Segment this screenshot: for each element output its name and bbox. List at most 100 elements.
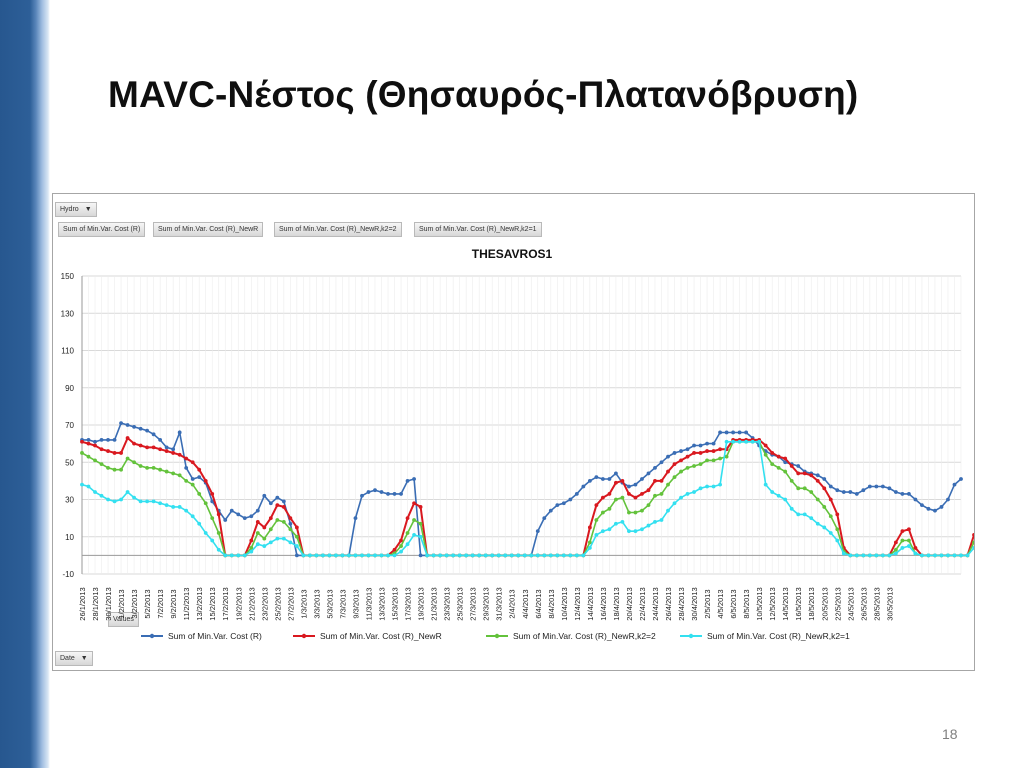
data-point: [151, 432, 156, 437]
data-point: [294, 534, 299, 539]
data-point: [907, 527, 911, 532]
data-point: [965, 553, 970, 558]
data-point: [353, 553, 358, 558]
data-point: [412, 477, 416, 481]
data-point: [698, 486, 703, 491]
data-point: [776, 465, 781, 470]
data-point: [268, 540, 273, 545]
x-tick-label: 4/4/2013: [521, 589, 530, 618]
data-point: [692, 464, 696, 468]
data-point: [138, 443, 143, 448]
data-point: [138, 426, 143, 431]
data-point: [483, 553, 488, 558]
data-point: [106, 497, 110, 502]
data-point: [99, 462, 104, 467]
data-point: [705, 441, 709, 446]
gridlines: [81, 275, 962, 575]
data-point: [828, 484, 833, 489]
data-point: [112, 467, 117, 472]
data-point: [262, 536, 267, 541]
x-tick-label: 5/3/2013: [325, 589, 334, 618]
data-point: [216, 531, 221, 535]
data-point: [281, 519, 286, 524]
pivot-date-button[interactable]: Date ▼: [55, 651, 93, 666]
data-point: [457, 553, 462, 558]
y-tick-label: 70: [65, 421, 74, 430]
pivot-value-button-1[interactable]: Sum of Min.Var. Cost (R): [58, 222, 146, 237]
data-point: [653, 519, 657, 524]
legend-marker: [301, 633, 307, 639]
data-point: [633, 529, 638, 534]
pivot-value-button-3[interactable]: Sum of Min.Var. Cost (R)_NewR,k2=2: [274, 222, 402, 237]
data-point: [933, 508, 937, 513]
data-point: [418, 521, 423, 526]
data-point: [854, 492, 859, 496]
data-point: [171, 447, 176, 452]
data-point: [653, 465, 657, 470]
data-point: [744, 430, 749, 435]
data-point: [568, 497, 573, 502]
data-point: [470, 553, 475, 558]
data-point: [880, 553, 885, 558]
pivot-filter-hydro[interactable]: Hydro ▼: [55, 202, 97, 217]
data-point: [210, 538, 215, 543]
data-point: [828, 514, 833, 519]
data-point: [106, 438, 110, 442]
data-point: [281, 499, 286, 504]
slide-title: MAVC-Νέστος (Θησαυρός-Πλατανόβρυση): [108, 74, 859, 115]
data-point: [99, 438, 104, 442]
data-point: [926, 506, 931, 511]
chart-frame: Hydro ▼ Sum of Min.Var. Cost (R) Sum of M…: [52, 193, 975, 671]
data-point: [379, 490, 384, 494]
data-point: [177, 505, 182, 509]
data-point: [672, 462, 677, 467]
x-tick-label: 5/2/2013: [143, 589, 152, 618]
data-point: [529, 553, 534, 558]
data-point: [392, 553, 397, 558]
x-tick-label: 26/4/2013: [664, 587, 673, 620]
data-point: [835, 527, 840, 532]
data-point: [184, 456, 189, 461]
data-point: [93, 490, 97, 494]
legend-marker: [494, 633, 500, 639]
pivot-values-button[interactable]: Values: [108, 612, 139, 627]
x-tick-label: 15/2/2013: [208, 587, 217, 620]
data-point: [288, 540, 293, 545]
data-point: [952, 482, 957, 487]
data-point: [386, 492, 390, 496]
data-point: [386, 553, 390, 558]
data-point: [705, 484, 709, 489]
data-point: [893, 547, 898, 552]
data-point: [151, 445, 156, 450]
data-point: [666, 508, 670, 513]
data-point: [477, 553, 482, 558]
data-point: [627, 492, 631, 496]
data-point: [653, 493, 657, 498]
data-point: [145, 465, 150, 470]
data-point: [418, 553, 423, 558]
data-point: [757, 439, 762, 444]
data-point: [666, 454, 670, 459]
x-tick-label: 11/2/2013: [182, 588, 191, 621]
x-tick-label: 30/5/2013: [885, 587, 894, 620]
data-point: [926, 553, 931, 558]
data-point: [210, 499, 215, 504]
data-point: [731, 439, 736, 444]
data-point: [672, 501, 677, 506]
data-point: [802, 486, 807, 491]
data-point: [809, 516, 814, 521]
data-point: [229, 508, 234, 513]
y-tick-label: 150: [61, 272, 75, 281]
data-point: [86, 484, 91, 489]
data-point: [438, 553, 443, 558]
data-point: [119, 467, 123, 472]
y-axis: -10 10 30 50 70 90 110 130 150: [61, 272, 75, 579]
legend-marker: [149, 633, 155, 639]
pivot-value-button-2[interactable]: Sum of Min.Var. Cost (R)_NewR: [153, 222, 264, 237]
pivot-value-button-4[interactable]: Sum of Min.Var. Cost (R)_NewR,k2=1: [414, 222, 542, 237]
x-tick-label: 26/5/2013: [859, 587, 868, 620]
x-tick-label: 22/5/2013: [833, 587, 842, 620]
data-point: [600, 510, 605, 515]
x-tick-label: 21/2/2013: [247, 587, 256, 620]
data-point: [587, 540, 592, 545]
